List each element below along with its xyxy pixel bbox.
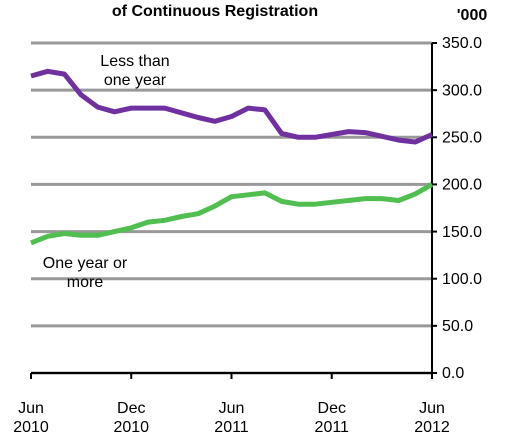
unit-label: '000: [457, 7, 488, 24]
chart-title: of Continuous Registration: [112, 3, 318, 20]
x-tick-label: Jun 2012: [414, 400, 450, 436]
y-tick-label: 150.0: [442, 224, 482, 241]
y-tick-label: 350.0: [442, 35, 482, 52]
x-tick-label: Dec 2011: [314, 400, 349, 436]
y-tick-label: 0.0: [442, 365, 464, 382]
y-tick-label: 200.0: [442, 177, 482, 194]
x-tick-label: Jun 2010: [13, 400, 49, 436]
series-annotation: Less than one year: [100, 53, 170, 89]
x-tick-label: Jun 2011: [214, 400, 249, 436]
y-tick-label: 250.0: [442, 130, 482, 147]
series-line: [30, 68, 434, 145]
y-tick-label: 100.0: [442, 271, 482, 288]
y-tick-label: 50.0: [442, 318, 473, 335]
x-tick-label: Dec 2010: [113, 400, 150, 436]
series-line: [30, 182, 434, 246]
series-annotation: One year or more: [42, 255, 128, 291]
y-tick-label: 300.0: [442, 82, 482, 99]
